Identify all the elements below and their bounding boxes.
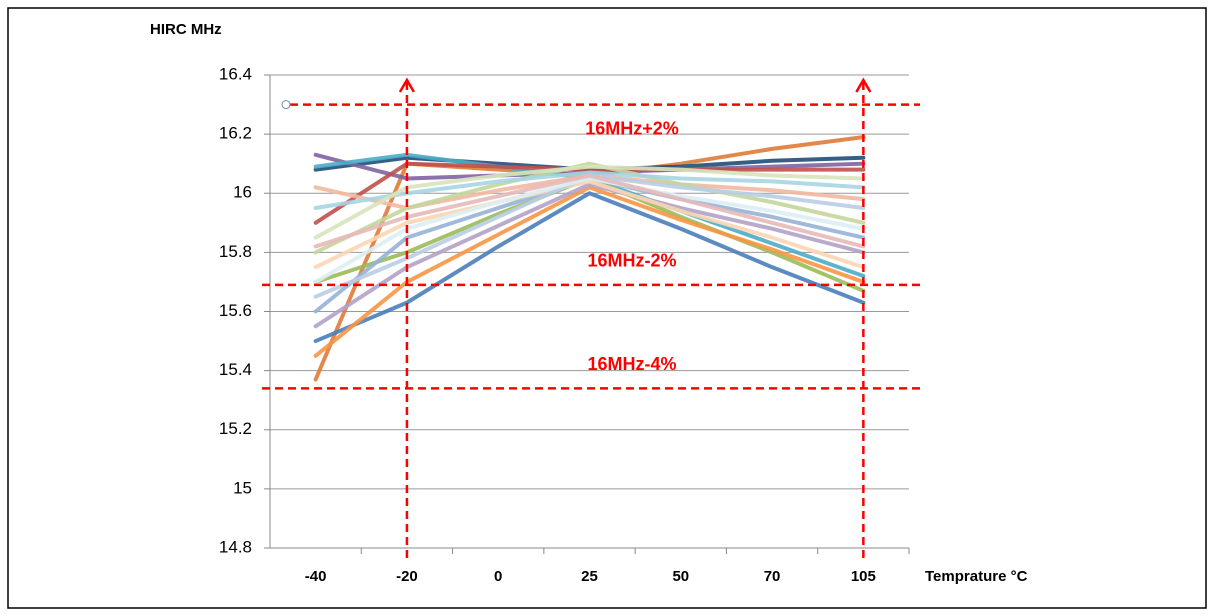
x-tick-label: -20 — [396, 568, 418, 585]
reference-label: 16MHz+2% — [585, 118, 679, 138]
marker-dot — [281, 100, 291, 110]
data-line — [313, 179, 866, 270]
y-tick-label: 15.2 — [219, 419, 252, 438]
marker-arrow — [398, 77, 416, 93]
y-axis-label: HIRC MHz — [150, 21, 222, 38]
y-tick-label: 16.4 — [219, 64, 252, 83]
y-tick-label: 16 — [233, 183, 252, 202]
x-axis-label: Temprature °C — [925, 568, 1028, 585]
frame — [7, 7, 1207, 609]
y-tick-label: 16.2 — [219, 124, 252, 143]
reference-label: 16MHz-2% — [587, 251, 676, 271]
data-line — [313, 161, 866, 255]
x-tick-label: 70 — [764, 568, 781, 585]
reference-label: 16MHz-4% — [587, 354, 676, 374]
y-tick-label: 15.8 — [219, 242, 252, 261]
data-line — [313, 191, 866, 344]
x-tick-label: 50 — [672, 568, 689, 585]
x-tick-label: -40 — [305, 568, 327, 585]
y-tick-label: 15.6 — [219, 301, 252, 320]
marker-arrow — [855, 77, 872, 93]
y-tick-label: 14.8 — [219, 537, 252, 556]
x-tick-label: 105 — [851, 568, 876, 585]
y-tick-label: 15 — [233, 478, 252, 497]
x-tick-label: 25 — [581, 568, 598, 585]
x-tick-label: 0 — [494, 568, 502, 585]
y-tick-label: 15.4 — [219, 360, 252, 379]
